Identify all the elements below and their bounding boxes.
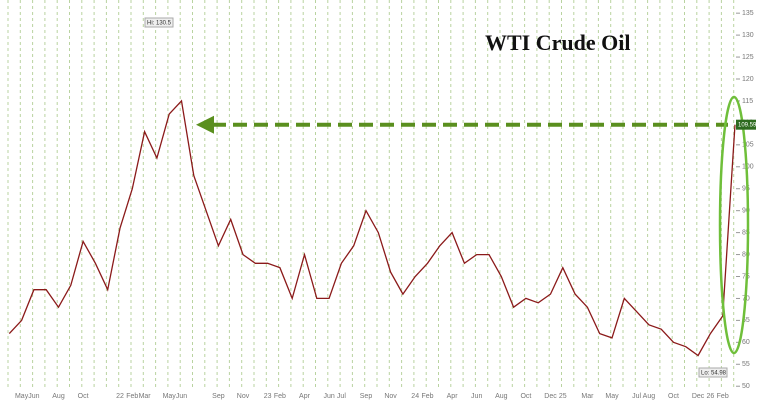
x-tick-label: Aug [52,393,65,400]
x-tick-label: 23 [264,393,272,400]
y-tick-label: 100 [742,164,754,171]
x-tick-label: Feb [126,393,138,400]
x-tick-label: Aug [495,393,508,400]
y-tick-label: 115 [742,98,753,105]
x-tick-label: Jun [323,393,334,400]
y-tick-label: 80 [742,251,750,258]
y-tick-label: 60 [742,339,750,346]
x-tick-label: Mar [139,393,152,400]
y-tick-label: 90 [742,208,750,215]
x-tick-label: Mar [581,393,594,400]
x-tick-label: Jul [337,393,346,400]
x-tick-label: May [15,393,29,400]
x-tick-label: Jun [176,393,187,400]
hi-tag [144,17,174,28]
x-tick-label: Dec [544,393,557,400]
chart-title: WTI Crude Oil [485,30,630,55]
x-tick-label: Jun [471,393,482,400]
lo-tag [698,367,728,378]
lo-label: Lo: 54.98 [701,371,727,377]
x-tick-label: 26 [707,393,715,400]
x-tick-label: Sep [360,393,373,400]
y-tick-label: 50 [742,383,750,390]
x-tick-label: Feb [717,393,729,400]
y-tick-label: 135 [742,10,754,17]
x-tick-label: May [605,393,619,400]
y-tick-label: 95 [742,186,750,193]
x-tick-label: Nov [237,393,250,400]
x-tick-label: Sep [212,393,225,400]
x-tick-label: Jul [632,393,641,400]
x-tick-label: 22 [116,393,124,400]
y-tick-label: 130 [742,32,754,39]
y-tick-label: 55 [742,361,750,368]
y-tick-label: 120 [742,76,754,83]
x-tick-label: Apr [447,393,459,400]
y-tick-label: 65 [742,317,750,324]
x-tick-label: Apr [299,393,311,400]
vertical-grid [7,0,735,388]
y-tick-label: 85 [742,229,750,236]
x-tick-label: Oct [520,393,531,400]
x-tick-label: Jun [28,393,39,400]
price-line [8,99,736,357]
x-tick-label: Feb [421,393,433,400]
x-tick-label: Aug [643,393,656,400]
x-tick-label: Dec [692,393,705,400]
last-value-label: 109.59 [738,122,757,128]
x-tick-label: May [163,393,177,400]
x-tick-label: Oct [668,393,679,400]
x-tick-label: Nov [384,393,397,400]
highlight-ellipse [718,95,750,355]
arrow-head [196,115,214,134]
x-tick-label: 24 [411,393,419,400]
x-tick-label: Oct [78,393,89,400]
hi-label: Hi: 130.5 [147,21,172,27]
x-tick-label: 25 [559,393,567,400]
y-tick-label: 125 [742,54,754,61]
last-value-tag [736,119,756,130]
y-tick-label: 105 [742,142,754,149]
x-tick-label: Feb [274,393,286,400]
